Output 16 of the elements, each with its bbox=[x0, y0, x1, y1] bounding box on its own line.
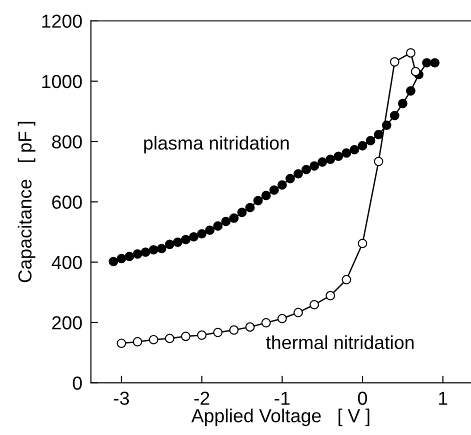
y-tick-label: 0 bbox=[72, 376, 82, 390]
series-label: thermal nitridation bbox=[266, 335, 414, 350]
y-tick-label: 400 bbox=[52, 256, 82, 270]
x-tick-label: -3 bbox=[114, 392, 129, 405]
x-tick-label: 1 bbox=[439, 392, 448, 405]
x-tick-label: -1 bbox=[274, 392, 290, 405]
series-label: plasma nitridation bbox=[144, 136, 289, 154]
y-tick-label: 1200 bbox=[42, 14, 82, 28]
y-tick-label: 1000 bbox=[42, 74, 82, 88]
y-tick-label: 800 bbox=[52, 135, 82, 148]
x-tick-label: 0 bbox=[358, 392, 367, 405]
y-tick-label: 600 bbox=[52, 196, 82, 209]
y-axis-title: Capacitance [ pF ] bbox=[18, 122, 36, 282]
y-tick-label: 200 bbox=[52, 316, 82, 330]
x-axis-title: Applied Voltage [ V ] bbox=[191, 408, 370, 426]
x-tick-label: -2 bbox=[194, 392, 210, 405]
